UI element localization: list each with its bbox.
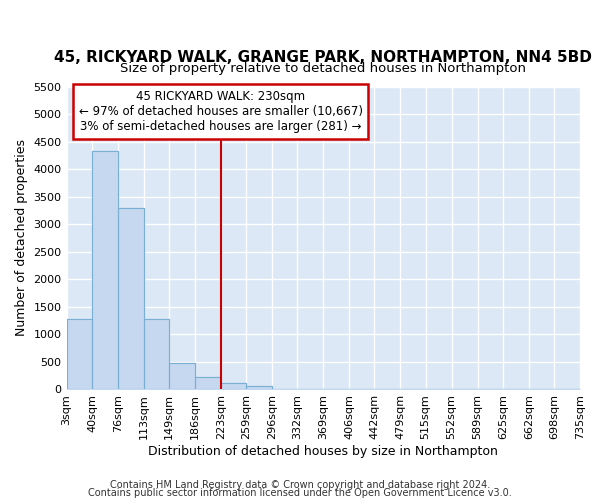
- Title: 45, RICKYARD WALK, GRANGE PARK, NORTHAMPTON, NN4 5BD: 45, RICKYARD WALK, GRANGE PARK, NORTHAMP…: [55, 50, 592, 65]
- Y-axis label: Number of detached properties: Number of detached properties: [15, 140, 28, 336]
- X-axis label: Distribution of detached houses by size in Northampton: Distribution of detached houses by size …: [148, 444, 498, 458]
- Text: Contains HM Land Registry data © Crown copyright and database right 2024.: Contains HM Land Registry data © Crown c…: [110, 480, 490, 490]
- Text: Size of property relative to detached houses in Northampton: Size of property relative to detached ho…: [120, 62, 526, 75]
- Text: Contains public sector information licensed under the Open Government Licence v3: Contains public sector information licen…: [88, 488, 512, 498]
- Text: 45 RICKYARD WALK: 230sqm
← 97% of detached houses are smaller (10,667)
3% of sem: 45 RICKYARD WALK: 230sqm ← 97% of detach…: [79, 90, 362, 133]
